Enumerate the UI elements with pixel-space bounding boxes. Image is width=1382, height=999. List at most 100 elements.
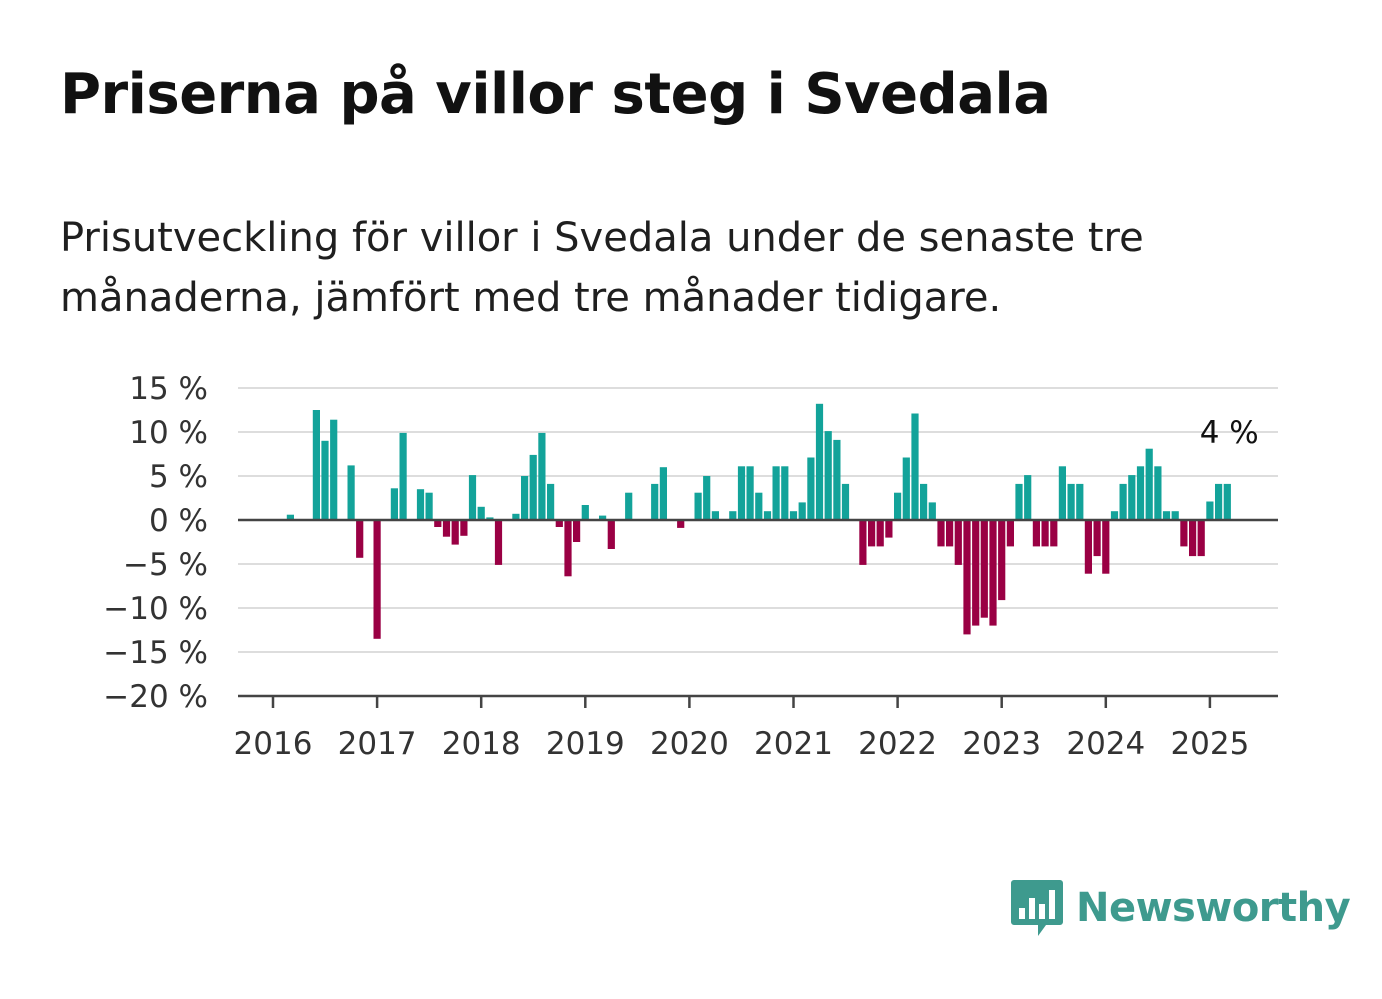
- x-tick-label: 2017: [338, 726, 417, 762]
- bar: [876, 520, 884, 547]
- y-axis-labels: 15 % 10 % 5 % 0 % −5 % −10 % −15 % −20 %: [103, 371, 208, 715]
- bar: [868, 520, 876, 547]
- y-tick-label: −20 %: [103, 679, 208, 715]
- bar: [824, 431, 832, 520]
- bar: [1093, 520, 1101, 557]
- bar: [841, 483, 850, 520]
- bar: [1180, 520, 1188, 547]
- y-tick-label: −10 %: [103, 591, 208, 627]
- bar: [1171, 511, 1179, 520]
- bar: [390, 488, 398, 520]
- bar: [1145, 448, 1153, 520]
- bar: [1206, 501, 1214, 520]
- bar: [1084, 520, 1092, 574]
- bar: [347, 465, 355, 520]
- bar: [1032, 520, 1040, 547]
- bar: [555, 520, 563, 527]
- bar: [399, 432, 407, 520]
- x-tick-label: 2023: [962, 726, 1041, 762]
- bar: [1215, 483, 1223, 520]
- bar: [755, 492, 763, 520]
- bar: [486, 517, 494, 520]
- bar: [1162, 511, 1171, 520]
- bar: [1015, 483, 1023, 520]
- bar: [1058, 466, 1066, 520]
- bar: [538, 432, 546, 520]
- bar: [659, 467, 667, 520]
- bars: [286, 403, 1231, 639]
- bar: [928, 502, 936, 520]
- bar: [607, 520, 615, 549]
- bar: [1197, 520, 1205, 557]
- bar: [373, 520, 381, 639]
- y-tick-label: 10 %: [129, 415, 208, 451]
- bar: [937, 520, 945, 547]
- bar: [963, 520, 971, 635]
- bar: [425, 492, 433, 520]
- bar: [1067, 483, 1075, 520]
- bar: [1006, 520, 1014, 547]
- bar: [286, 514, 294, 520]
- bar: [529, 454, 537, 520]
- bar: [451, 520, 459, 545]
- bar: [468, 475, 477, 520]
- bar: [1128, 475, 1136, 520]
- bar: [694, 492, 702, 520]
- x-tick-label: 2025: [1170, 726, 1249, 762]
- bar: [807, 457, 815, 520]
- bar-chart-speech-bubble-icon: [1011, 880, 1063, 936]
- bar: [989, 520, 997, 626]
- bar: [772, 466, 780, 520]
- bar: [477, 506, 485, 520]
- bar: [920, 483, 928, 520]
- bar: [521, 476, 529, 520]
- value-annotation: 4 %: [1200, 415, 1259, 451]
- bar: [833, 439, 841, 520]
- bar: [1119, 483, 1127, 520]
- y-tick-label: −5 %: [123, 547, 208, 583]
- y-tick-label: 15 %: [129, 371, 208, 407]
- x-tick-label: 2016: [234, 726, 313, 762]
- bar: [1136, 466, 1145, 520]
- bar: [737, 466, 746, 520]
- page-title: Priserna på villor steg i Svedala: [60, 62, 1051, 127]
- bar: [781, 466, 789, 520]
- bar: [746, 466, 754, 520]
- bar: [330, 419, 338, 520]
- chart-subtitle: Prisutveckling för villor i Svedala unde…: [60, 215, 1144, 321]
- newsworthy-logo: Newsworthy: [1010, 878, 1351, 938]
- bar: [356, 520, 364, 558]
- bar: [1154, 466, 1162, 520]
- bar: [885, 520, 893, 538]
- bar: [573, 520, 581, 542]
- bar: [902, 457, 910, 520]
- bar: [512, 513, 520, 520]
- axes: [238, 518, 1278, 708]
- bar: [972, 520, 980, 626]
- bar: [321, 440, 329, 520]
- x-tick-label: 2020: [650, 726, 729, 762]
- bar: [625, 492, 633, 520]
- bar: [434, 520, 442, 527]
- bar: [703, 476, 711, 520]
- bar: [1102, 520, 1110, 574]
- x-tick-label: 2018: [442, 726, 521, 762]
- y-tick-label: 5 %: [149, 459, 208, 495]
- x-tick-label: 2022: [858, 726, 937, 762]
- bar: [651, 483, 659, 520]
- bar: [763, 511, 772, 520]
- x-axis-labels: 2016 2017 2018 2019 2020 2021 2022 2023 2024 2025: [234, 726, 1250, 762]
- bar: [494, 520, 503, 565]
- bar: [911, 413, 919, 520]
- bar: [815, 403, 824, 520]
- bar: [1223, 483, 1231, 520]
- bar: [711, 511, 719, 520]
- bar: [1041, 520, 1049, 547]
- bar: [564, 520, 572, 577]
- y-tick-label: −15 %: [103, 635, 208, 671]
- bar: [798, 502, 806, 520]
- bar: [1050, 520, 1058, 547]
- bar: [416, 489, 425, 520]
- annotations: 4 %: [1200, 415, 1259, 451]
- bar: [946, 520, 954, 547]
